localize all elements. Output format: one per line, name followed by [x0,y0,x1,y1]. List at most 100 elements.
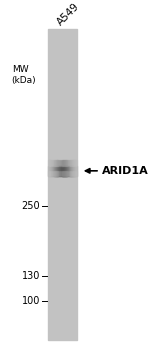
Bar [54,171,55,176]
Bar [59,171,60,176]
Text: ARID1A: ARID1A [102,166,148,176]
Bar [54,161,55,166]
Bar [67,161,68,166]
Bar [49,166,50,176]
Bar [61,171,62,176]
Bar [62,171,63,176]
Bar [53,161,54,166]
Bar [74,166,75,176]
Bar [62,166,63,176]
Bar [52,171,53,176]
Bar [74,171,75,176]
Bar [62,171,63,176]
Bar [74,161,75,166]
Bar [69,161,70,166]
Bar [63,171,64,176]
Bar [61,171,62,176]
Bar [49,171,50,176]
Bar [66,161,67,166]
Bar [70,161,71,166]
Bar [68,161,69,166]
Bar [72,166,73,176]
Bar [51,171,52,176]
Bar [64,161,65,166]
Bar [56,171,57,176]
Bar [49,161,50,166]
Bar [69,166,70,176]
Bar [60,166,61,176]
Bar [71,161,72,166]
Bar [57,161,58,166]
Bar [48,166,49,176]
Bar [65,161,66,166]
Bar [55,166,56,176]
Bar [60,161,61,166]
Bar [48,161,49,166]
Bar [53,166,54,176]
Bar [63,161,64,166]
Bar [67,171,68,176]
Bar [76,166,77,176]
Bar [62,166,63,176]
Bar [73,166,74,176]
Bar [63,161,64,166]
Bar [57,166,58,176]
Bar [58,166,59,176]
Bar [62,161,63,166]
Bar [48,171,49,176]
Bar [57,171,58,176]
Bar [57,171,58,176]
Bar [60,171,61,176]
Bar [63,171,64,176]
Bar [70,161,71,166]
Bar [52,171,53,176]
Bar [56,161,57,166]
Bar [61,166,62,176]
Bar [56,171,57,176]
Bar [55,161,56,166]
Bar [52,161,53,166]
Bar [51,166,52,176]
Bar [67,166,68,176]
Bar [50,166,51,176]
Bar [57,166,58,176]
Bar [70,171,71,176]
Bar [49,166,50,176]
Bar [76,171,77,176]
Bar [67,171,68,176]
Bar [54,166,55,176]
Bar [74,161,75,166]
Bar [57,161,58,166]
Bar [74,171,75,176]
Bar [50,171,51,176]
Bar [68,166,69,176]
Bar [55,171,56,176]
Bar [73,161,74,166]
Bar [61,161,62,166]
Bar [65,171,66,176]
Bar [64,166,65,176]
Bar [62,161,63,166]
Text: 100: 100 [22,296,40,306]
Bar [55,166,56,176]
Bar [74,166,75,176]
Bar [50,161,51,166]
Bar [58,171,59,176]
Bar [70,166,71,176]
Bar [51,161,52,166]
Bar [54,166,55,176]
Bar [67,161,68,166]
Bar [72,166,73,176]
Bar [49,161,50,166]
Bar [73,161,74,166]
Bar [68,171,69,176]
Bar [72,161,73,166]
Bar [63,166,64,176]
Bar [56,166,57,176]
Bar [65,171,66,176]
Bar [73,171,74,176]
Bar [75,161,76,166]
Text: MW
(kDa): MW (kDa) [12,65,36,85]
Bar [73,166,74,176]
Bar [59,161,60,166]
